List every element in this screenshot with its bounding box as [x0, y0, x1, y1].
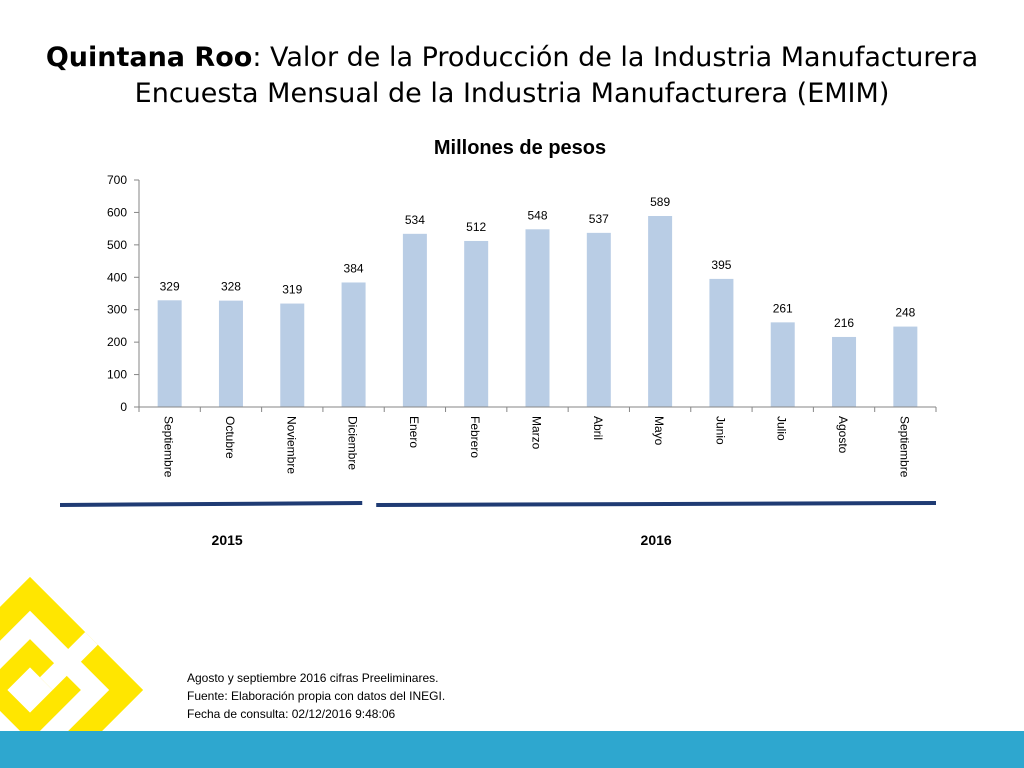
bar [341, 282, 366, 407]
y-tick-label: 300 [107, 303, 127, 317]
bottom-band [0, 731, 1024, 768]
yellow-square-spiral-logo [0, 576, 144, 768]
bar [770, 322, 795, 407]
y-tick-label: 700 [107, 173, 127, 187]
title-rest: : Valor de la Producción de la Industria… [252, 42, 979, 73]
data-label: 548 [527, 208, 547, 222]
y-tick-label: 100 [107, 368, 127, 382]
y-tick-label: 600 [107, 205, 127, 219]
x-axis: Septiembre Octubre Noviembre Diciembre Enero… [138, 406, 937, 478]
data-label: 248 [895, 306, 915, 320]
bar [525, 229, 550, 407]
footnotes: Agosto y septiembre 2016 cifras Preelimi… [187, 669, 445, 723]
data-label: 589 [650, 195, 670, 209]
x-tick-label: Febrero [468, 416, 482, 458]
y-tick-label: 200 [107, 335, 127, 349]
bar [648, 215, 673, 407]
y-axis: 0 100 200 300 400 500 600 700 [107, 173, 140, 414]
title-region: Quintana Roo [45, 42, 253, 73]
data-label: 216 [834, 316, 854, 330]
data-label: 534 [405, 213, 425, 227]
x-tick-label: Abril [591, 416, 605, 440]
y-tick-label: 0 [120, 400, 127, 414]
bar [157, 300, 182, 407]
data-label: 319 [282, 283, 302, 297]
data-label: 384 [344, 261, 364, 275]
footnote-preliminary: Agosto y septiembre 2016 cifras Preelimi… [187, 671, 439, 685]
x-tick-label: Junio [713, 416, 727, 445]
data-label: 395 [711, 258, 731, 272]
x-tick-label: Noviembre [284, 416, 298, 474]
bar [709, 278, 734, 407]
y-tick-label: 400 [107, 270, 127, 284]
data-label: 261 [773, 301, 793, 315]
year-groups: 2015 2016 [59, 501, 937, 548]
bar [402, 233, 427, 407]
x-tick-label: Mayo [652, 416, 666, 446]
bar [218, 300, 243, 407]
slide-subtitle: Encuesta Mensual de la Industria Manufac… [134, 78, 890, 109]
x-tick-label: Diciembre [346, 416, 360, 470]
footnote-source: Fuente: Elaboración propia con datos del… [187, 689, 446, 703]
bar [832, 336, 857, 407]
y-tick-label: 500 [107, 238, 127, 252]
bar [464, 240, 489, 407]
data-label: 537 [589, 212, 609, 226]
group-label: 2015 [212, 532, 243, 548]
x-tick-label: Octubre [223, 416, 237, 459]
group-line [376, 501, 937, 507]
group-line [59, 501, 363, 507]
data-label: 512 [466, 220, 486, 234]
footnote-date: Fecha de consulta: 02/12/2016 9:48:06 [187, 707, 396, 721]
x-tick-label: Julio [775, 416, 789, 441]
data-label: 328 [221, 280, 241, 294]
bar [586, 232, 611, 407]
bar-chart: Millones de pesos 0 100 200 300 400 500 600 700… [59, 137, 937, 548]
group-label: 2016 [641, 532, 672, 548]
slide-title: Quintana Roo: Valor de la Producción de … [0, 40, 1024, 112]
chart-title: Millones de pesos [434, 137, 606, 159]
bars: 329 328 319 384 534 512 548 537 589 395 261 216 248 [157, 195, 918, 407]
bar [893, 326, 918, 407]
x-tick-label: Septiembre [162, 416, 176, 478]
x-tick-label: Agosto [836, 416, 850, 454]
x-tick-label: Enero [407, 416, 421, 448]
x-tick-label: Septiembre [897, 416, 911, 478]
x-tick-label: Marzo [530, 416, 544, 450]
bar [280, 303, 305, 407]
data-label: 329 [160, 279, 180, 293]
